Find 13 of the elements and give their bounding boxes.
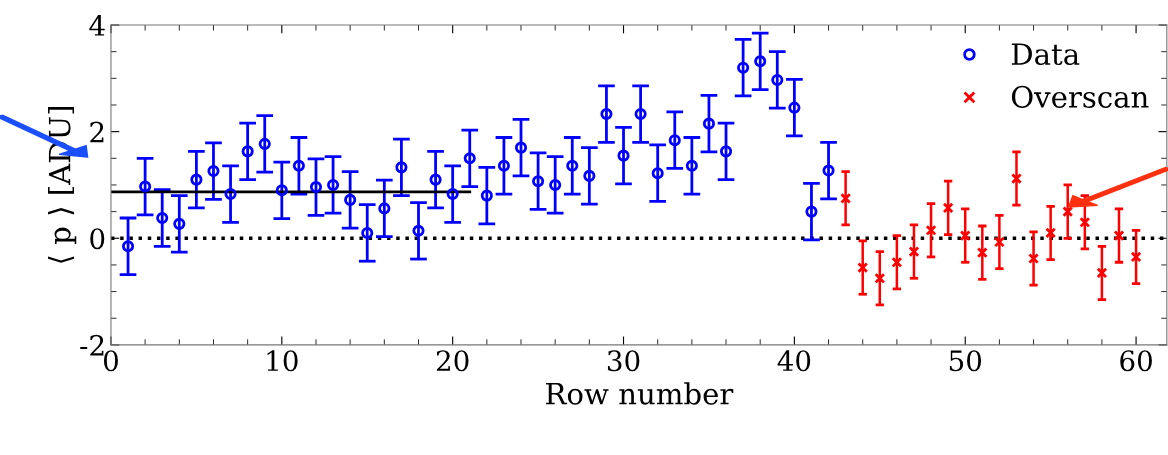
y-tick-label: 4 xyxy=(89,14,105,36)
legend-label: Overscan xyxy=(1011,85,1149,108)
y-tick-label: -2 xyxy=(80,334,104,356)
x-tick-label: 20 xyxy=(436,350,469,372)
x-axis-title: Row number xyxy=(546,382,734,405)
x-tick-label: 10 xyxy=(267,350,298,372)
x-tick-label: 60 xyxy=(1120,350,1152,372)
legend-label: Data xyxy=(1011,43,1080,66)
y-tick-label: 0 xyxy=(90,228,105,250)
x-tick-label: 40 xyxy=(777,350,811,372)
x-tick-label: 50 xyxy=(949,350,982,372)
y-tick-label: 2 xyxy=(90,121,104,143)
x-tick-label: 30 xyxy=(607,350,640,372)
